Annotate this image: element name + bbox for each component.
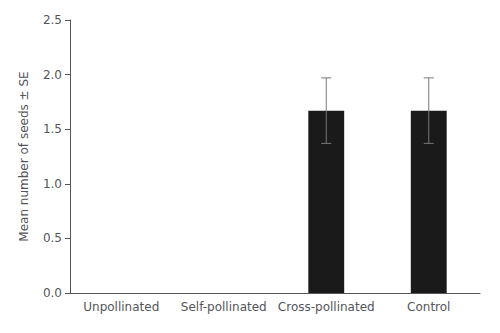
svg-text:2.0: 2.0 [43, 68, 62, 82]
svg-text:Control: Control [407, 300, 450, 314]
svg-text:Self-pollinated: Self-pollinated [181, 300, 267, 314]
svg-text:2.5: 2.5 [43, 13, 62, 27]
svg-text:1.5: 1.5 [43, 122, 62, 136]
svg-text:0.5: 0.5 [43, 231, 62, 245]
svg-text:Cross-pollinated: Cross-pollinated [278, 300, 375, 314]
svg-text:Unpollinated: Unpollinated [83, 300, 159, 314]
svg-text:1.0: 1.0 [43, 177, 62, 191]
svg-text:Mean number of seeds ± SE: Mean number of seeds ± SE [17, 71, 31, 241]
svg-text:0.0: 0.0 [43, 286, 62, 300]
